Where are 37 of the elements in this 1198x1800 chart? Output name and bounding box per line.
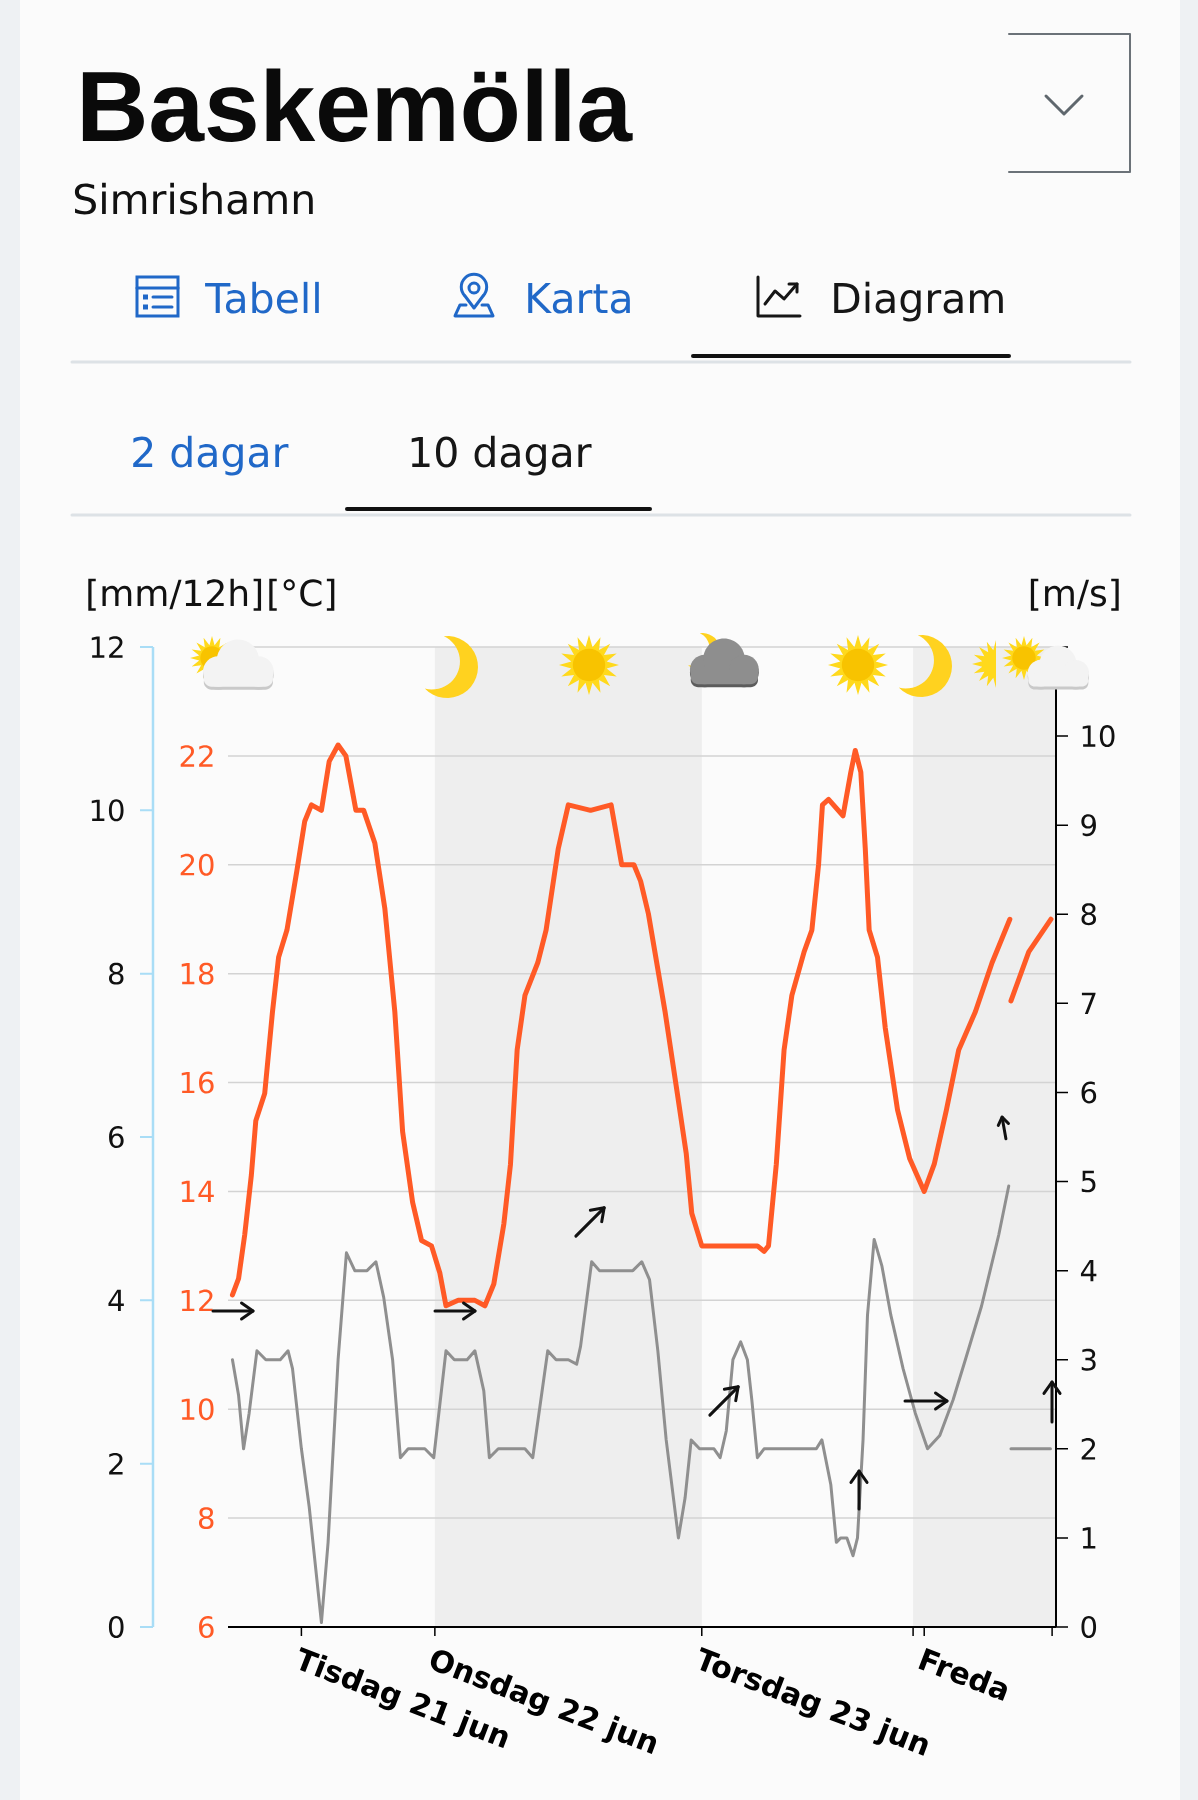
y-axis-title: [°C] — [269, 578, 335, 611]
y2-tick-label: 2 — [1081, 1438, 1096, 1460]
text: 10 dagar — [411, 435, 592, 476]
y2-tick-label: 1 — [1082, 1527, 1096, 1549]
y-tick-label: 8 — [198, 1507, 214, 1530]
y3-tick-label: 6 — [109, 1126, 124, 1148]
text: Karta — [528, 283, 630, 314]
y2-tick-label: 0 — [1081, 1616, 1097, 1638]
y2-axis-title: [m/s] — [1030, 578, 1119, 611]
y-tick-label: 12 — [181, 1289, 213, 1312]
y-tick-label: 6 — [199, 1616, 214, 1638]
y2-tick-label: 4 — [1080, 1260, 1097, 1282]
y3-tick-label: 4 — [108, 1289, 124, 1311]
y3-tick-label: 0 — [108, 1616, 124, 1638]
y-tick-label: 20 — [180, 853, 214, 876]
y2-tick-label: 6 — [1081, 1081, 1097, 1104]
chart-subtitle: Simrishamn — [74, 182, 313, 215]
y2-tick-label: 7 — [1081, 992, 1096, 1014]
y2-tick-label: 5 — [1081, 1170, 1096, 1193]
y2-tick-label: 8 — [1081, 903, 1096, 926]
y-tick-label: 10 — [181, 1398, 214, 1421]
text: 2 dagar — [133, 435, 289, 476]
y-tick-label: 18 — [181, 962, 214, 985]
y3-tick-label: 2 — [109, 1452, 123, 1475]
chart-title: Baskemölla — [82, 68, 633, 142]
y2-tick-label: 10 — [1082, 725, 1115, 748]
y-tick-label: 14 — [181, 1180, 214, 1203]
y3-tick-label: 12 — [91, 636, 123, 658]
y-tick-label: 22 — [180, 745, 213, 767]
y2-tick-label: 9 — [1081, 814, 1096, 837]
text: Tabell — [205, 281, 319, 314]
y3-tick-label: 8 — [108, 962, 124, 985]
y3-axis-title: [mm/12h] — [88, 578, 262, 611]
y-tick-label: 16 — [181, 1071, 214, 1094]
text: Diagram — [834, 281, 1003, 322]
y3-tick-label: 10 — [91, 799, 124, 822]
y2-tick-label: 3 — [1081, 1348, 1096, 1371]
